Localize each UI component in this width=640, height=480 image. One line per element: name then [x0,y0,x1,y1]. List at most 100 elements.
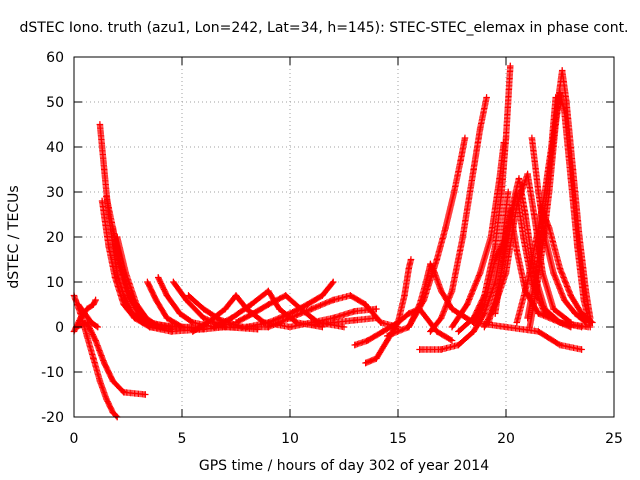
data-point [433,328,441,335]
data-point [578,346,585,353]
x-tick-label: 25 [605,431,623,447]
data-point [330,319,337,326]
data-point [513,247,520,254]
data-point [578,310,585,317]
data-point [351,341,358,349]
data-point [535,188,542,196]
data-point [308,305,315,313]
data-point [101,166,108,173]
data-point [476,125,484,133]
data-point [75,301,82,308]
data-point [401,292,408,299]
data-point [144,278,151,286]
data-point [340,323,348,331]
data-series [232,292,348,331]
data-point [373,355,380,362]
data-point [552,121,559,128]
data-series [526,89,594,331]
data-point [492,310,499,317]
data-point [222,323,229,331]
x-tick-label: 5 [178,431,187,447]
y-tick-label: 30 [46,185,64,201]
data-series [405,134,469,331]
data-point [507,206,514,214]
data-point [535,328,542,335]
data-point [204,319,212,326]
data-point [276,305,283,313]
data-point [537,202,544,209]
data-point [448,337,456,344]
data-point [265,287,272,295]
data-point [405,310,412,317]
data-point [470,328,477,335]
data-point [330,278,337,286]
data-point [567,292,574,299]
data-point [103,193,110,200]
data-point [500,251,508,259]
data-point [142,391,149,398]
data-point [243,323,250,331]
data-series [448,139,508,331]
data-point [168,323,175,331]
data-point [265,301,272,308]
data-point [351,308,358,315]
data-point [405,323,412,331]
data-point [146,319,153,326]
data-point [546,188,553,196]
data-point [498,188,505,196]
data-point [455,328,462,335]
y-tick-label: 60 [46,50,64,66]
data-point [502,323,510,331]
data-point [561,296,568,304]
data-point [556,265,564,272]
plot-area [70,62,596,421]
data-point [152,296,160,304]
data-point [541,233,549,241]
data-point [90,301,97,308]
data-point [587,323,594,331]
data-point [504,188,512,196]
data-point [178,323,186,331]
data-point [556,319,564,326]
data-point [200,305,207,313]
y-tick-label: -10 [41,365,64,381]
data-point [487,233,495,241]
data-point [94,323,101,331]
data-series [211,287,326,331]
data-point [101,359,108,367]
data-point [405,265,412,272]
data-point [438,314,445,322]
y-axis-label: dSTEC / TECUs [6,185,22,288]
data-point [530,211,538,218]
data-point [163,292,171,299]
data-point [176,310,184,317]
data-point [364,337,371,344]
data-point [120,389,127,396]
data-point [455,341,462,349]
data-point [109,409,117,416]
data-point [580,296,587,304]
data-point [330,296,337,304]
data-point [481,310,488,317]
data-point [567,175,574,182]
data-point [92,296,99,304]
data-series [427,94,490,335]
y-tick-label: 40 [46,140,64,156]
data-point [379,328,387,335]
data-point [427,328,434,335]
data-point [448,287,456,295]
data-point [546,224,553,232]
data-point [407,256,415,263]
data-point [427,260,434,268]
data-point [461,134,469,142]
data-point [526,323,533,331]
data-point [81,310,88,317]
x-tick-label: 15 [389,431,407,447]
data-point [450,188,458,196]
data-point [163,314,171,322]
data-point [558,67,566,74]
y-tick-label: 20 [46,230,64,246]
data-point [384,332,391,340]
data-point [416,346,423,353]
